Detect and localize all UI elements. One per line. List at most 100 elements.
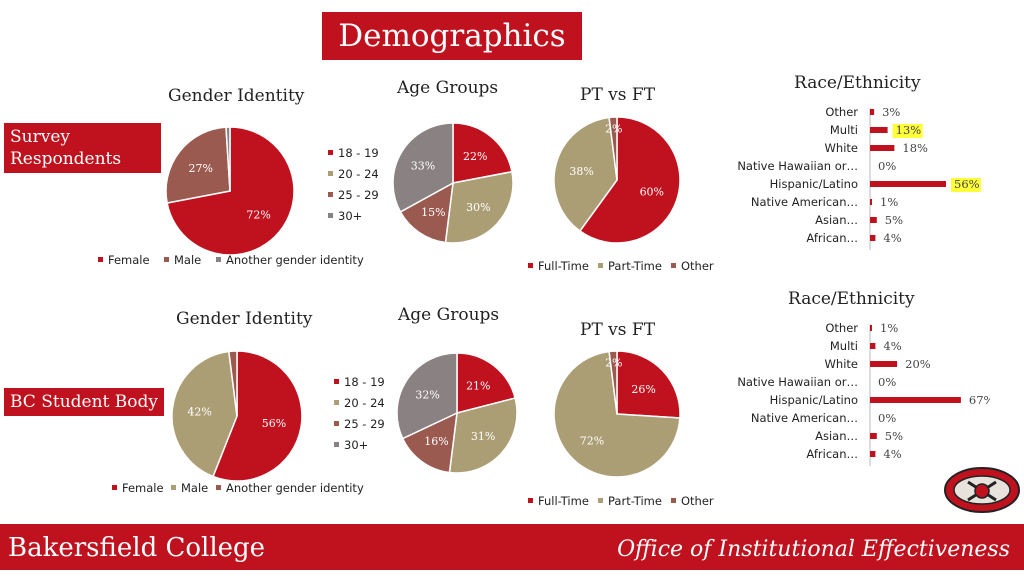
pie-data-label: 42% bbox=[187, 405, 211, 418]
pie-data-label: 31% bbox=[471, 430, 495, 443]
pie-slice bbox=[553, 116, 618, 233]
bar-value-label: 5% bbox=[885, 429, 903, 443]
legend-swatch bbox=[334, 421, 339, 426]
gender-bc-title: Gender Identity bbox=[176, 309, 313, 329]
legend-label: Full-Time bbox=[538, 494, 589, 508]
pie-slice bbox=[392, 122, 454, 213]
bar bbox=[870, 181, 946, 187]
legend-swatch bbox=[334, 442, 339, 447]
legend-swatch bbox=[598, 263, 603, 268]
bc-student-body-label: BC Student Body bbox=[4, 388, 164, 416]
pie-slice bbox=[616, 350, 681, 419]
bar-value-label: 4% bbox=[883, 231, 901, 245]
bar-category-label: Other bbox=[825, 321, 858, 335]
pie-slice bbox=[452, 122, 513, 184]
legend-item: Male bbox=[171, 481, 208, 495]
pie-slice bbox=[399, 181, 454, 244]
legend-item: 20 - 24 bbox=[328, 167, 379, 181]
bar-label-highlight bbox=[951, 178, 981, 192]
legend-label: Full-Time bbox=[538, 259, 589, 273]
legend-label: Male bbox=[181, 481, 209, 495]
bar-category-label: Hispanic/Latino bbox=[770, 177, 858, 191]
bar-category-label: Other bbox=[825, 105, 858, 119]
bar bbox=[870, 199, 872, 205]
bar-label-highlight bbox=[892, 124, 923, 138]
bar bbox=[870, 343, 876, 349]
renegades-logo bbox=[944, 467, 1020, 513]
legend-swatch bbox=[334, 379, 339, 384]
footer-bar bbox=[0, 524, 1024, 570]
ptft-survey-pie: 60% 38% 2% bbox=[553, 116, 681, 244]
legend-label: 30+ bbox=[338, 209, 363, 223]
bar-value-label: 20% bbox=[905, 357, 931, 371]
pie-data-label: 27% bbox=[188, 162, 212, 175]
bar-category-label: White bbox=[825, 357, 858, 371]
race-bc-title: Race/Ethnicity bbox=[788, 289, 915, 309]
legend-label: Female bbox=[122, 481, 164, 495]
age-bc-pie: 21% 31% 16% 32% bbox=[396, 352, 518, 474]
pie-data-label: 2% bbox=[605, 122, 622, 135]
age-bc-title: Age Groups bbox=[398, 305, 500, 325]
pie-data-label: 2% bbox=[605, 356, 622, 369]
legend-swatch bbox=[328, 150, 333, 155]
legend-swatch bbox=[334, 400, 339, 405]
bar-value-label: 0% bbox=[878, 411, 896, 425]
bar-category-label: Multi bbox=[830, 339, 858, 353]
legend-label: Another gender identity bbox=[226, 253, 364, 267]
legend-swatch bbox=[171, 485, 176, 490]
bar bbox=[870, 325, 872, 331]
legend-item: 25 - 29 bbox=[328, 188, 379, 202]
bar-category-label: Native American… bbox=[751, 195, 858, 209]
legend-label: Other bbox=[681, 259, 714, 273]
pie-data-label: 26% bbox=[631, 383, 655, 396]
pie-slice bbox=[401, 411, 458, 474]
legend-label: Female bbox=[108, 253, 150, 267]
ptft-bc-title: PT vs FT bbox=[580, 320, 656, 340]
legend-swatch bbox=[112, 485, 117, 490]
legend-item: 20 - 24 bbox=[334, 396, 385, 410]
legend-item: Full-Time bbox=[528, 494, 589, 508]
bar-value-label: 56% bbox=[954, 177, 980, 191]
pie-slice bbox=[165, 126, 231, 204]
legend-item: 30+ bbox=[334, 438, 368, 452]
bar-category-label: Native Hawaiian or… bbox=[737, 159, 858, 173]
bar bbox=[870, 235, 876, 241]
legend-item: 18 - 19 bbox=[328, 146, 379, 160]
legend-label: 20 - 24 bbox=[338, 167, 379, 181]
bar-category-label: Asian… bbox=[815, 213, 858, 227]
bar-value-label: 4% bbox=[883, 447, 901, 461]
bar-category-label: Multi bbox=[830, 123, 858, 137]
legend-label: Male bbox=[174, 253, 202, 267]
race-survey-bar: Other 3% Multi 13% White 18% Native Hawaiian o… bbox=[737, 105, 981, 250]
legend-item: Female bbox=[112, 481, 164, 495]
legend-swatch bbox=[328, 213, 333, 218]
pie-slice bbox=[553, 350, 681, 478]
bar-value-label: 13% bbox=[896, 123, 922, 137]
bar-value-label: 4% bbox=[883, 339, 901, 353]
pie-slice bbox=[396, 352, 458, 440]
bar bbox=[870, 145, 895, 151]
bar bbox=[870, 433, 877, 439]
pie-slice bbox=[456, 352, 517, 414]
gender-survey-title: Gender Identity bbox=[168, 86, 305, 106]
gender-survey-pie: 72% 27% bbox=[165, 126, 295, 256]
legend-item: Other bbox=[671, 494, 714, 508]
pie-data-label: 38% bbox=[569, 165, 593, 178]
pie-data-label: 33% bbox=[411, 159, 435, 172]
legend-swatch bbox=[216, 257, 221, 262]
gender-bc-pie: 56% 42% bbox=[171, 350, 303, 482]
pie-slice bbox=[444, 170, 514, 244]
legend-swatch bbox=[528, 498, 533, 503]
logo-helmet bbox=[974, 483, 990, 499]
pie-slice bbox=[171, 350, 238, 478]
pie-slice bbox=[225, 126, 231, 192]
legend-item: Other bbox=[671, 259, 714, 273]
legend-label: Other bbox=[681, 494, 714, 508]
pie-data-label: 21% bbox=[466, 380, 490, 393]
bar-value-label: 0% bbox=[878, 375, 896, 389]
pie-data-label: 72% bbox=[246, 209, 270, 222]
pie-data-label: 60% bbox=[640, 185, 664, 198]
bar-category-label: Asian… bbox=[815, 429, 858, 443]
pie-slice bbox=[608, 116, 618, 181]
age-survey-pie: 22% 30% 15% 33% bbox=[392, 122, 514, 244]
